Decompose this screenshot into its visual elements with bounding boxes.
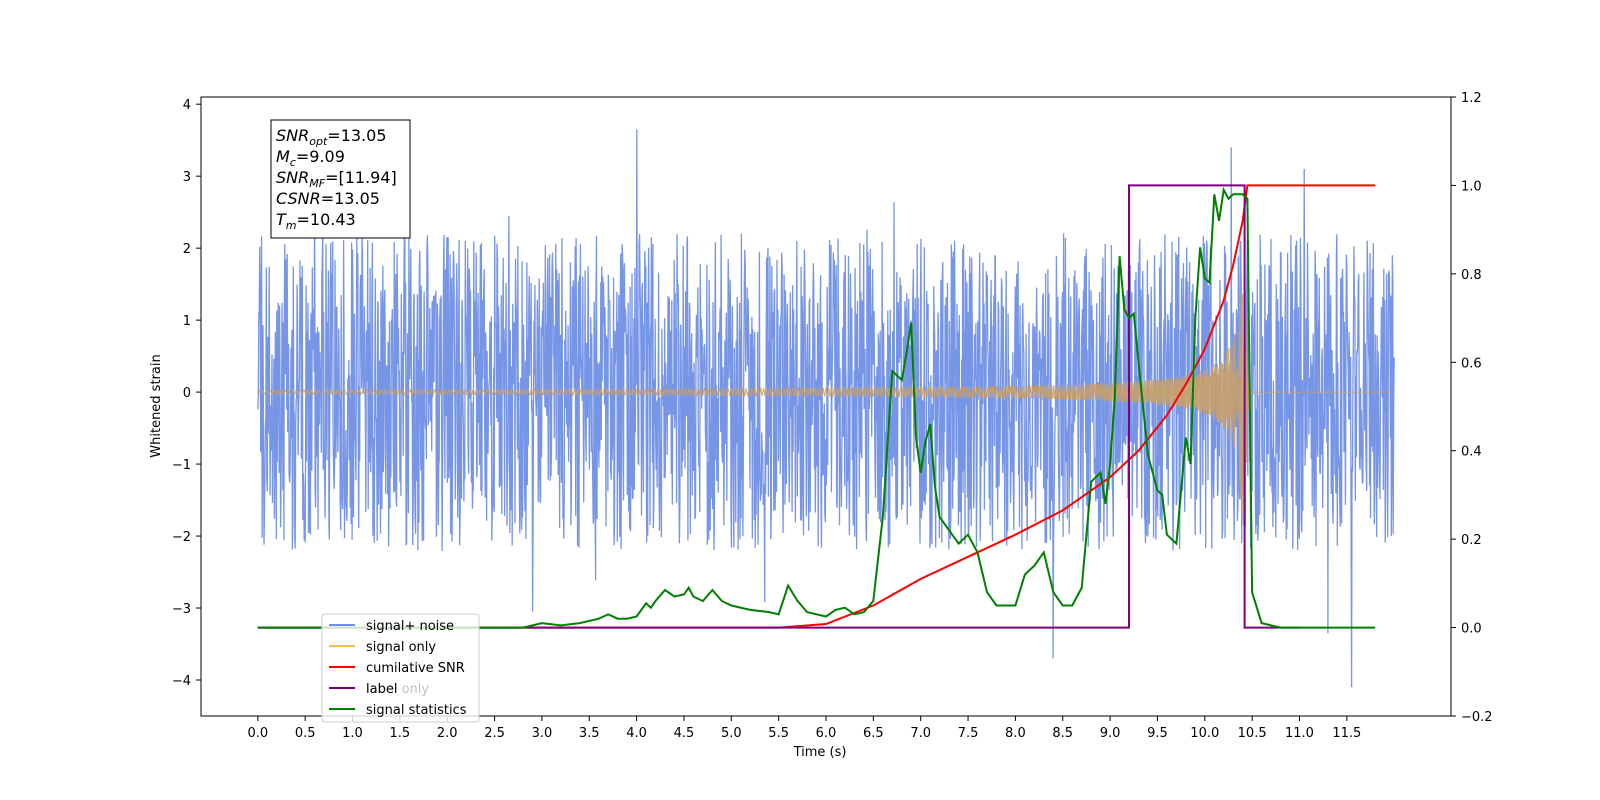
x-axis-label: Time (s) — [793, 745, 847, 760]
y-left-tick-label: −4 — [172, 674, 191, 689]
y-left-tick-label: 2 — [183, 242, 191, 257]
annotation-subscript: opt — [309, 135, 328, 148]
y-axis-label: Whitened strain — [149, 354, 164, 457]
series-cumilative-snr — [257, 184, 1376, 629]
x-tick-label: 6.5 — [863, 726, 884, 741]
annotation-symbol: T — [276, 210, 287, 229]
x-tick-label: 11.5 — [1332, 726, 1361, 741]
series-signal-only — [257, 265, 1395, 527]
x-tick-label: 1.5 — [390, 726, 411, 741]
annotation-value: =10.43 — [297, 210, 356, 229]
annotation-symbol: SNR — [276, 168, 309, 187]
annotation-subscript: MF — [309, 177, 325, 190]
y-left-tick-label: −3 — [172, 602, 191, 617]
annotation-line: CSNR=13.05 — [276, 189, 380, 208]
annotation-line: Mc=9.09 — [276, 147, 345, 169]
x-tick-label: 4.0 — [626, 726, 647, 741]
legend-label: signal statistics — [366, 703, 467, 718]
y-axis-right: 1.2 1.0 0.8 0.6 0.4 0.2 0.0 −0.2 — [1451, 91, 1493, 725]
legend-label: label — [366, 682, 397, 697]
annotation-value: =13.05 — [327, 126, 386, 145]
y-right-tick-label: 0.6 — [1461, 356, 1482, 371]
x-tick-label: 7.5 — [958, 726, 979, 741]
y-right-tick-label: 1.2 — [1461, 91, 1482, 106]
y-left-tick-label: −2 — [172, 530, 191, 545]
x-tick-label: 6.0 — [816, 726, 837, 741]
y-right-tick-label: 0.0 — [1461, 622, 1482, 637]
x-tick-label: 9.5 — [1147, 726, 1168, 741]
x-tick-label: 0.0 — [247, 726, 268, 741]
x-tick-label: 4.5 — [674, 726, 695, 741]
x-tick-label: 5.0 — [721, 726, 742, 741]
x-tick-label: 3.0 — [532, 726, 553, 741]
annotation-line: SNRopt=13.05 — [276, 126, 387, 148]
y-right-tick-label: 0.8 — [1461, 268, 1482, 283]
legend-frame — [321, 613, 480, 723]
x-tick-label: 5.5 — [768, 726, 789, 741]
x-tick-label: 11.0 — [1285, 726, 1314, 741]
y-right-tick-label: −0.2 — [1461, 710, 1493, 725]
series-label — [257, 184, 1300, 629]
y-left-tick-label: 1 — [183, 314, 191, 329]
y-left-tick-label: −1 — [172, 458, 191, 473]
series-signal-statistics — [257, 186, 1376, 629]
legend-label: signal+ noise — [366, 619, 454, 634]
y-axis-left: 4 3 2 1 0 −1 −2 −3 −4 — [172, 98, 201, 689]
legend-label: signal only — [366, 640, 436, 655]
y-left-tick-label: 0 — [183, 386, 191, 401]
x-tick-label: 2.0 — [437, 726, 458, 741]
y-left-tick-label: 4 — [183, 98, 191, 113]
annotation-subscript: m — [286, 219, 297, 232]
x-tick-label: 3.5 — [579, 726, 600, 741]
x-tick-label: 8.5 — [1052, 726, 1073, 741]
annotation-symbol: M — [276, 147, 290, 166]
series-signal-noise — [257, 129, 1395, 688]
y-right-tick-label: 0.2 — [1461, 533, 1482, 548]
y-left-tick-label: 3 — [183, 170, 191, 185]
x-tick-label: 2.5 — [484, 726, 505, 741]
annotation-box: SNRopt=13.05Mc=9.09SNRMF=[11.94]CSNR=13.… — [270, 119, 411, 239]
x-tick-label: 10.0 — [1190, 726, 1219, 741]
annotation-line: SNRMF=[11.94] — [276, 168, 397, 190]
y-right-tick-label: 1.0 — [1461, 179, 1482, 194]
annotation-subscript: c — [290, 156, 296, 169]
annotation-line: Tm=10.43 — [276, 210, 356, 232]
legend-ghost-text: label only — [366, 682, 429, 697]
legend-label: cumilative SNR — [366, 661, 465, 676]
legend: label only signal+ noise signal only cumil… — [321, 613, 480, 723]
x-tick-label: 10.5 — [1238, 726, 1267, 741]
annotation-symbol: CSNR — [276, 189, 321, 208]
x-axis: 0.0 0.5 1.0 1.5 2.0 2.5 3.0 3.5 4.0 4.5 5.0 5.5 6.0 6… — [247, 716, 1361, 741]
annotation-value: =13.05 — [321, 189, 380, 208]
x-tick-label: 1.0 — [342, 726, 363, 741]
x-tick-label: 9.0 — [1100, 726, 1121, 741]
x-tick-label: 0.5 — [295, 726, 316, 741]
y-right-tick-label: 0.4 — [1461, 445, 1482, 460]
annotation-frame — [270, 119, 411, 239]
x-tick-label: 8.0 — [1005, 726, 1026, 741]
annotation-value: =9.09 — [296, 147, 345, 166]
annotation-value: =[11.94] — [325, 168, 397, 187]
annotation-symbol: SNR — [276, 126, 309, 145]
series-layer — [257, 129, 1395, 688]
x-tick-label: 7.0 — [910, 726, 931, 741]
